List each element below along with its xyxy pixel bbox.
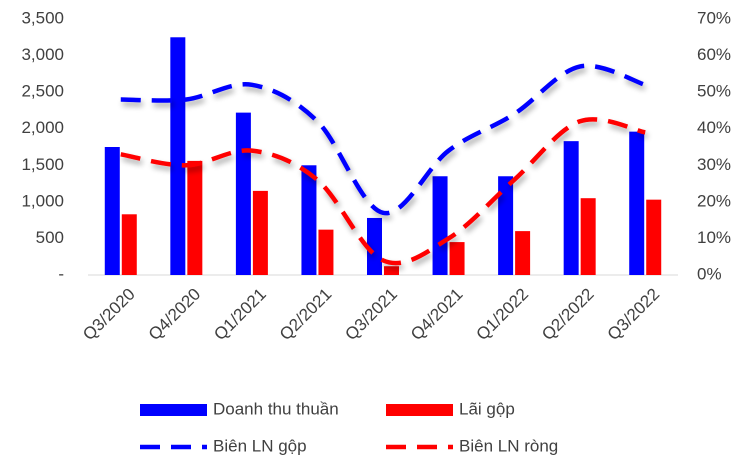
bar [580, 198, 596, 275]
bar [367, 217, 382, 275]
bar [121, 214, 137, 275]
y-tick-label: 3,000 [21, 45, 64, 64]
bar [104, 147, 120, 275]
y2-tick-label: 0% [697, 264, 722, 283]
legend-swatch [140, 404, 207, 416]
legend-label: Biên LN ròng [459, 436, 558, 455]
x-tick-label: Q4/2021 [407, 285, 467, 345]
legend-label: Biên LN gộp [213, 436, 307, 455]
bar [235, 112, 251, 275]
y-tick-label: 2,500 [21, 82, 64, 101]
legend-label: Lãi gộp [459, 399, 515, 418]
bar [498, 176, 514, 275]
bar [629, 131, 645, 275]
y2-tick-label: 60% [697, 45, 731, 64]
y2-tick-label: 40% [697, 118, 731, 137]
bar [515, 231, 531, 275]
x-tick-label: Q4/2020 [145, 285, 205, 345]
y-tick-label: 500 [36, 228, 64, 247]
bar [170, 37, 186, 276]
y2-tick-label: 10% [697, 228, 731, 247]
y-tick-label: 3,500 [21, 8, 64, 27]
y-tick-label: 1,000 [21, 191, 64, 210]
bar [432, 176, 448, 275]
legend-swatch [386, 404, 453, 416]
bar [449, 242, 465, 275]
bar [563, 141, 579, 275]
bar [252, 190, 268, 275]
x-tick-label: Q2/2022 [538, 285, 598, 345]
legend-label: Doanh thu thuần [213, 399, 339, 418]
y2-tick-label: 20% [697, 191, 731, 210]
x-tick-label: Q3/2022 [604, 285, 664, 345]
x-tick-label: Q2/2021 [276, 285, 336, 345]
bar [646, 199, 662, 275]
y-tick-label: 1,500 [21, 155, 64, 174]
line [120, 117, 646, 266]
y2-tick-label: 30% [697, 155, 731, 174]
y2-tick-label: 70% [697, 8, 731, 27]
bar [318, 229, 334, 275]
x-tick-label: Q1/2022 [473, 285, 533, 345]
y2-tick-label: 50% [697, 82, 731, 101]
y-tick-label: - [58, 264, 64, 283]
x-tick-label: Q3/2021 [341, 285, 401, 345]
y-tick-label: 2,000 [21, 118, 64, 137]
line [120, 63, 646, 216]
x-tick-label: Q3/2020 [79, 285, 139, 345]
bar [301, 165, 317, 275]
x-tick-label: Q1/2021 [210, 285, 270, 345]
bar [187, 160, 203, 275]
bar [384, 266, 399, 275]
